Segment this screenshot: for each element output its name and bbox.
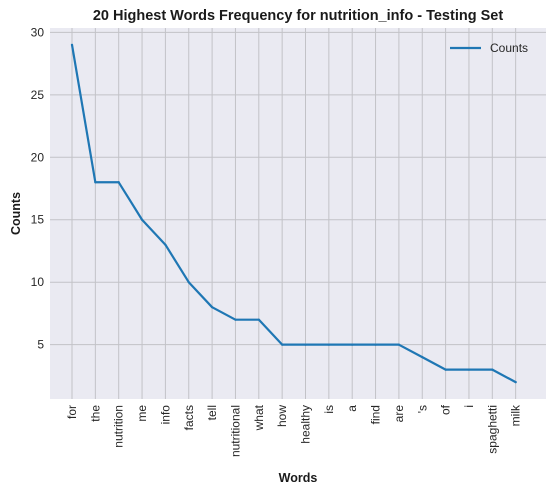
legend: Counts [450, 41, 528, 55]
data-point [164, 243, 167, 246]
data-point [140, 218, 144, 221]
y-tick-label: 20 [31, 150, 45, 164]
x-tick-label: milk [509, 404, 523, 426]
y-tick-label: 15 [31, 213, 45, 227]
data-point [187, 281, 190, 284]
data-point [327, 343, 330, 346]
x-tick-label: me [135, 405, 149, 422]
x-tick-label: for [65, 405, 79, 419]
legend-label: Counts [490, 41, 528, 55]
x-tick-label: nutritional [228, 405, 242, 457]
data-point [70, 43, 74, 46]
y-tick-label: 25 [31, 88, 45, 102]
grid-lines [50, 28, 546, 399]
x-tick-label: of [439, 404, 453, 415]
x-tick-label: tell [205, 405, 219, 420]
data-point [351, 343, 354, 346]
data-point [491, 368, 494, 371]
plot-area [50, 28, 546, 399]
data-point [281, 343, 284, 346]
x-tick-label: find [369, 405, 383, 424]
data-point [397, 343, 400, 346]
data-point [374, 343, 377, 346]
data-point [467, 368, 471, 371]
series-layer [70, 43, 517, 384]
x-tick-label: 's [415, 405, 429, 413]
y-axis-ticks: 5 10 15 20 25 30 [31, 25, 45, 351]
data-point [211, 306, 214, 309]
y-axis-label: Counts [9, 192, 23, 235]
x-axis-label: Words [279, 471, 318, 485]
x-tick-label: what [252, 404, 266, 431]
x-tick-label: info [158, 405, 172, 425]
x-tick-label: healthy [299, 405, 313, 444]
data-point [421, 356, 424, 359]
data-point [94, 181, 97, 184]
chart-title: 20 Highest Words Frequency for nutrition… [93, 8, 503, 24]
data-point [257, 318, 260, 321]
x-tick-label: is [322, 405, 336, 414]
x-tick-label: facts [182, 405, 196, 430]
x-tick-label: spaghetti [485, 405, 499, 454]
y-tick-label: 10 [31, 275, 45, 289]
series-line-counts [70, 43, 517, 384]
x-axis-ticks: for the nutrition me info facts tell nutritiona… [65, 404, 523, 457]
data-point [444, 368, 447, 371]
x-tick-label: how [275, 405, 289, 427]
y-tick-label: 30 [31, 25, 45, 39]
x-tick-label: i [462, 405, 476, 408]
data-point [117, 181, 120, 184]
data-point [514, 381, 517, 384]
data-point [304, 343, 307, 346]
data-point [234, 318, 237, 321]
x-tick-label: a [345, 405, 359, 412]
x-tick-label: nutrition [112, 405, 126, 448]
x-tick-label: the [88, 405, 102, 422]
y-tick-label: 5 [37, 338, 44, 352]
x-tick-label: are [392, 405, 406, 423]
